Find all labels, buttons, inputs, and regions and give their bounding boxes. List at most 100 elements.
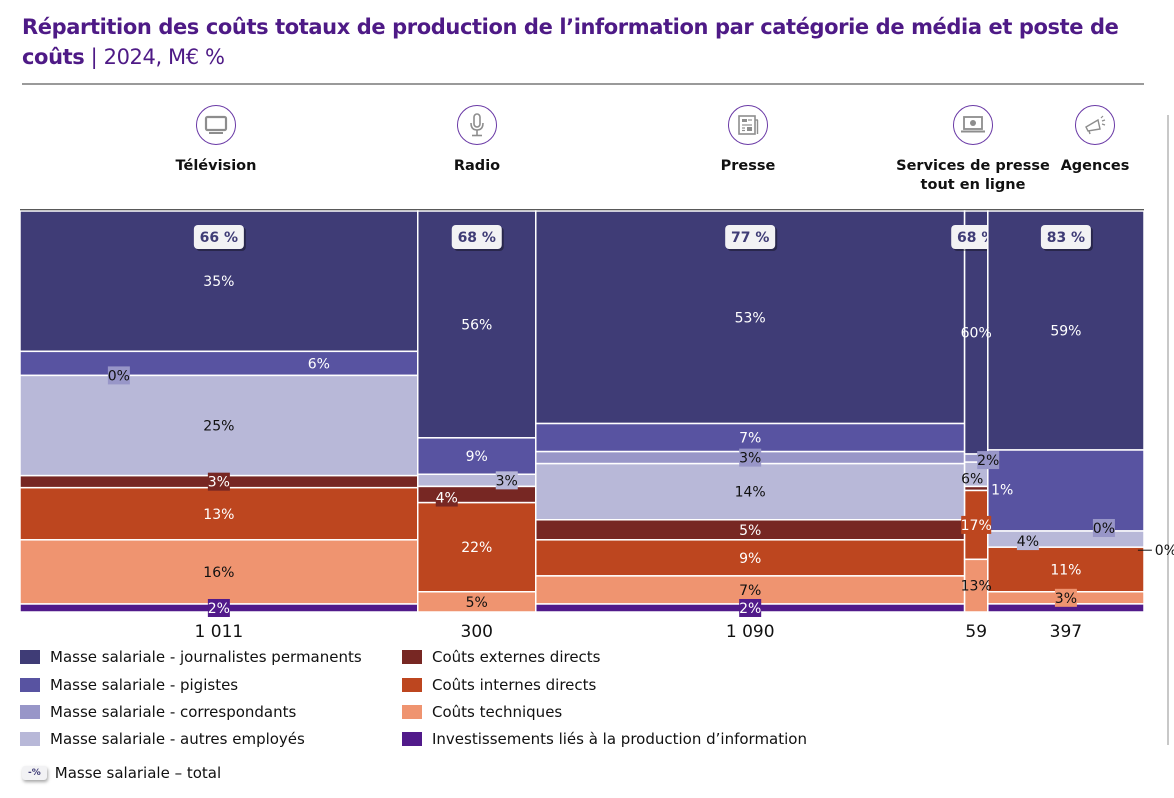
- legend-swatch: [402, 705, 422, 719]
- legend-total-badge: -%: [22, 766, 47, 780]
- microphone-icon: [457, 105, 497, 145]
- legend-item-investissements: Investissements liés à la production d’i…: [402, 730, 807, 748]
- legend-label: Masse salariale – total: [54, 764, 222, 782]
- category-name: Services de presse tout en ligne: [896, 158, 1050, 193]
- legend-swatch: [402, 732, 422, 746]
- newspaper-icon: [728, 105, 768, 145]
- marimekko-chart: 1 011 66 % 300 68 % 1 090 77 % 59 68 % 397 83 % 35…: [19, 209, 1174, 642]
- legend-label: Masse salariale - correspondants: [50, 703, 297, 721]
- data-label-investissements: 2%: [208, 601, 230, 617]
- data-label-techniques: 3%: [1055, 591, 1077, 607]
- legend-item-autres: Masse salariale - autres employés: [20, 730, 305, 748]
- category-header-services-en-ligne: Services de presse tout en ligne: [888, 105, 1058, 195]
- segment-autres: [987, 530, 1145, 548]
- masse-salariale-total-label: 83 %: [1047, 230, 1085, 246]
- column-total-label: 59: [965, 622, 987, 642]
- legend-item-masse-salariale-total: -% Masse salariale – total: [22, 764, 221, 782]
- segment-autres: [19, 374, 419, 477]
- data-label-pigistes: 9%: [466, 449, 488, 465]
- data-label-box: [207, 472, 230, 491]
- data-label-autres: 4%: [1017, 534, 1039, 550]
- legend-label: Masse salariale - pigistes: [50, 676, 239, 694]
- segment-internes: [535, 539, 966, 577]
- category-header-radio: Radio: [392, 105, 562, 176]
- masse-salariale-total-label: 68 %: [458, 230, 496, 246]
- data-label-box: [207, 598, 230, 617]
- data-label-pigistes: 7%: [739, 431, 761, 447]
- data-label-journalistes: 59%: [1050, 323, 1081, 339]
- segment-pigistes: [535, 422, 966, 453]
- chart-title-unit: 2024, M€ %: [103, 45, 225, 69]
- category-name: Télévision: [175, 158, 257, 174]
- masse-salariale-badge: [193, 225, 244, 249]
- tv-icon: [196, 105, 236, 145]
- laptop-icon: [953, 105, 993, 145]
- legend-label: Masse salariale - journalistes permanent…: [50, 648, 362, 666]
- chart-title-separator: |: [84, 45, 104, 69]
- data-label-externes: 3%: [208, 475, 230, 491]
- data-label-box: [435, 488, 458, 507]
- data-label-techniques: 7%: [739, 583, 761, 599]
- data-label-box: [495, 471, 518, 490]
- segment-pigistes: [416, 437, 537, 476]
- legend-item-correspondants: Masse salariale - correspondants: [20, 703, 296, 721]
- segment-pigistes: [19, 350, 419, 377]
- segment-internes: [987, 546, 1145, 593]
- data-label-investissements: 2%: [739, 601, 761, 617]
- data-label-box: [977, 451, 1000, 470]
- category-header-agences: Agences: [1010, 105, 1174, 176]
- data-label-journalistes: 56%: [461, 317, 492, 333]
- legend-label: Coûts techniques: [432, 703, 563, 721]
- masse-salariale-badge: [725, 225, 776, 249]
- data-label-techniques: 16%: [203, 565, 234, 581]
- legend-swatch: [20, 678, 40, 692]
- data-label-box: [107, 366, 130, 385]
- data-label-autres: 6%: [961, 471, 983, 487]
- masse-salariale-badge: [451, 225, 502, 249]
- category-name: Presse: [720, 158, 776, 174]
- masse-salariale-total-label: 77 %: [731, 230, 769, 246]
- megaphone-icon: [1075, 105, 1115, 145]
- legend-item-pigistes: Masse salariale - pigistes: [20, 676, 238, 694]
- data-label-correspondants: 3%: [739, 451, 761, 467]
- data-label-externes: 0%: [1155, 543, 1174, 559]
- legend-item-internes: Coûts internes directs: [402, 676, 596, 694]
- legend-swatch: [20, 705, 40, 719]
- data-label-journalistes: 35%: [203, 274, 234, 290]
- legend-label: Coûts externes directs: [432, 648, 601, 666]
- data-label-techniques: 13%: [961, 579, 992, 595]
- data-label-box: [739, 598, 762, 617]
- data-label-internes: 9%: [739, 551, 761, 567]
- data-label-autres: 25%: [203, 419, 234, 435]
- chart-title: Répartition des coûts totaux de producti…: [22, 12, 1122, 72]
- legend-item-techniques: Coûts techniques: [402, 703, 562, 721]
- data-label-correspondants: 0%: [1093, 521, 1115, 537]
- data-label-techniques: 5%: [466, 595, 488, 611]
- title-divider: [22, 83, 1144, 85]
- right-divider: [1167, 115, 1169, 745]
- masse-salariale-total-label: 66 %: [200, 230, 238, 246]
- data-label-correspondants: 0%: [108, 368, 130, 384]
- legend-swatch: [20, 650, 40, 664]
- segment-autres: [416, 473, 537, 488]
- data-label-autres: 3%: [496, 473, 518, 489]
- data-label-autres: 14%: [735, 485, 766, 501]
- legend-swatch: [20, 732, 40, 746]
- category-header-presse: Presse: [663, 105, 833, 176]
- data-label-internes: 11%: [1050, 562, 1081, 578]
- legend-swatch: [402, 650, 422, 664]
- category-name: Agences: [1060, 158, 1130, 174]
- masse-salariale-badge: [1040, 225, 1091, 249]
- legend-label: Coûts internes directs: [432, 676, 597, 694]
- data-label-externes: 1%: [991, 482, 1013, 498]
- data-label-box: [1016, 532, 1039, 551]
- legend-item-journalistes: Masse salariale - journalistes permanent…: [20, 648, 362, 666]
- chart-title-main: Répartition des coûts totaux de producti…: [22, 15, 1119, 69]
- data-label-internes: 22%: [461, 540, 492, 556]
- segment-internes: [19, 486, 419, 541]
- legend-label: Masse salariale - autres employés: [50, 730, 305, 748]
- data-label-box: [739, 448, 762, 467]
- data-label-box: [1054, 588, 1077, 607]
- data-label-box: [961, 515, 992, 534]
- data-label-pigistes: 6%: [308, 356, 330, 372]
